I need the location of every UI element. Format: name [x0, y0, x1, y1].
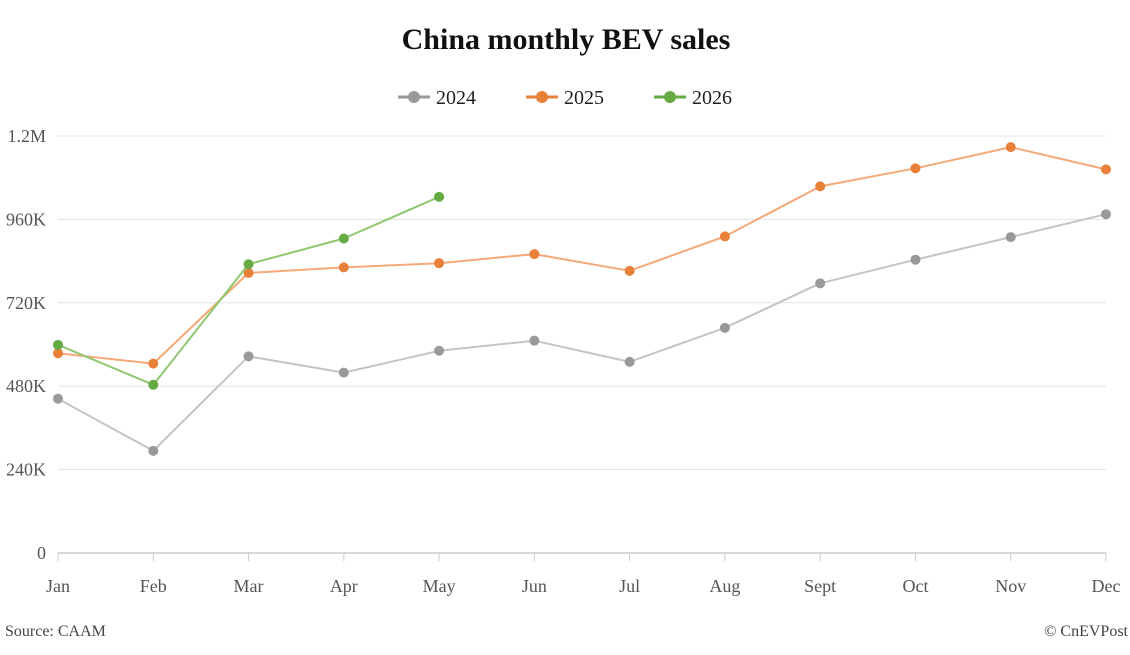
y-tick-label: 0 — [37, 543, 46, 563]
data-point-2024[interactable] — [243, 351, 254, 362]
x-tick-label: Jan — [46, 576, 70, 596]
legend-item-2024[interactable]: 2024 — [398, 87, 476, 109]
data-point-2024[interactable] — [148, 445, 159, 456]
series-line-2025 — [57, 146, 1107, 365]
series-line-2024 — [57, 213, 1107, 452]
data-point-2024[interactable] — [719, 322, 730, 333]
x-tick-label: Jun — [522, 576, 547, 596]
chart-axes: Jan Feb Mar Apr May Jun Jul Aug Sept Oct Nov Dec — [46, 552, 1121, 596]
x-tick-label: Feb — [140, 576, 167, 596]
data-point-2025[interactable] — [719, 231, 730, 242]
data-point-2024[interactable] — [815, 278, 826, 289]
data-point-2024[interactable] — [338, 367, 349, 378]
x-tick-label: Sept — [804, 576, 836, 596]
data-point-2026[interactable] — [243, 259, 254, 270]
x-tick-label: Mar — [234, 576, 264, 596]
data-point-2025[interactable] — [434, 258, 445, 269]
data-point-2024[interactable] — [910, 254, 921, 265]
x-tick-label: Apr — [330, 576, 358, 596]
data-point-2025[interactable] — [910, 163, 921, 174]
x-tick-label: Dec — [1092, 576, 1121, 596]
x-tick-label: Aug — [709, 576, 740, 596]
data-point-2025[interactable] — [1005, 142, 1016, 153]
data-point-2024[interactable] — [529, 335, 540, 346]
data-point-2024[interactable] — [1101, 209, 1111, 220]
x-tick-label: Nov — [995, 576, 1026, 596]
data-point-2024[interactable] — [624, 356, 635, 367]
x-tick-label: Oct — [902, 576, 928, 596]
data-point-2026[interactable] — [53, 339, 63, 350]
legend-item-2025[interactable]: 2025 — [526, 87, 604, 109]
legend-label: 2025 — [564, 87, 604, 109]
copyright-credit: © CnEVPost — [1044, 623, 1128, 640]
data-point-2025[interactable] — [624, 265, 635, 276]
data-point-2024[interactable] — [1005, 232, 1016, 243]
x-tick-label: Jul — [619, 576, 640, 596]
data-point-2026[interactable] — [434, 191, 445, 202]
chart-title: China monthly BEV sales — [402, 23, 731, 56]
data-point-2025[interactable] — [53, 348, 63, 359]
y-tick-label: 720K — [6, 293, 46, 313]
data-point-2025[interactable] — [815, 181, 826, 192]
y-tick-label: 240K — [6, 460, 46, 480]
data-point-2025[interactable] — [243, 267, 254, 278]
legend-marker — [408, 91, 420, 103]
y-tick-label: 960K — [6, 209, 46, 229]
data-point-2026[interactable] — [338, 233, 349, 244]
chart-grid: 0 240K 480K 720K 960K 1.2M — [6, 126, 1106, 563]
series-2025 — [53, 142, 1111, 369]
chart-series — [53, 142, 1111, 456]
data-point-2024[interactable] — [434, 345, 445, 356]
series-2026 — [53, 191, 445, 390]
x-tick-label: May — [423, 576, 456, 596]
legend-item-2026[interactable]: 2026 — [654, 87, 732, 109]
data-point-2025[interactable] — [529, 249, 540, 260]
source-note: Source: CAAM — [5, 623, 106, 640]
chart-legend: 2024 2025 2026 — [398, 87, 732, 109]
data-point-2026[interactable] — [148, 379, 159, 390]
data-point-2024[interactable] — [53, 393, 63, 404]
data-point-2025[interactable] — [1101, 164, 1111, 175]
legend-label: 2026 — [692, 87, 732, 109]
y-tick-label: 1.2M — [7, 126, 46, 146]
data-point-2025[interactable] — [148, 358, 159, 369]
series-2024 — [53, 209, 1111, 456]
legend-marker — [664, 91, 676, 103]
y-tick-label: 480K — [6, 376, 46, 396]
legend-marker — [536, 91, 548, 103]
data-point-2025[interactable] — [338, 262, 349, 273]
legend-label: 2024 — [436, 87, 476, 109]
